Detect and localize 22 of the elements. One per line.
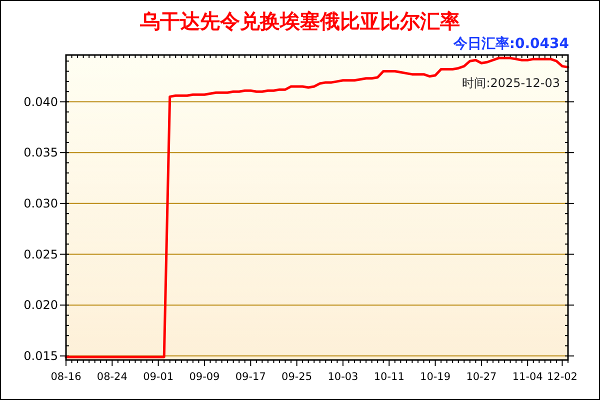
y-tick-label: 0.025 xyxy=(24,247,58,262)
x-tick-label: 10-27 xyxy=(466,371,497,383)
x-tick-label: 11-04 xyxy=(512,371,544,383)
y-tick-label: 0.035 xyxy=(24,146,58,160)
line-series xyxy=(64,56,570,358)
x-tick-label: 09-09 xyxy=(189,371,220,383)
x-tick-label: 08-24 xyxy=(96,371,128,383)
x-tick-label: 08-16 xyxy=(50,371,82,383)
x-tick-label: 09-01 xyxy=(143,371,174,383)
text: 今日汇率:0.0434 xyxy=(452,35,570,52)
y-tick-label: 0.030 xyxy=(24,196,58,210)
y-tick-label: 0.015 xyxy=(24,348,58,363)
y-tick-label: 0.020 xyxy=(24,298,58,312)
x-tick-label: 10-11 xyxy=(374,371,404,383)
chart-title: 乌干达先令兑换埃塞俄比亚比尔汇率 xyxy=(139,9,460,33)
annotation: 时间:2025-12-03 xyxy=(462,76,560,90)
y-tick-label: 0.040 xyxy=(24,94,58,109)
x-tick-label: 10-03 xyxy=(328,371,358,383)
x-tick-label: 09-17 xyxy=(235,371,266,383)
x-tick-label: 10-19 xyxy=(420,371,451,383)
x-tick-label: 12-02 xyxy=(546,371,578,383)
x-tick-label: 09-25 xyxy=(282,371,312,383)
